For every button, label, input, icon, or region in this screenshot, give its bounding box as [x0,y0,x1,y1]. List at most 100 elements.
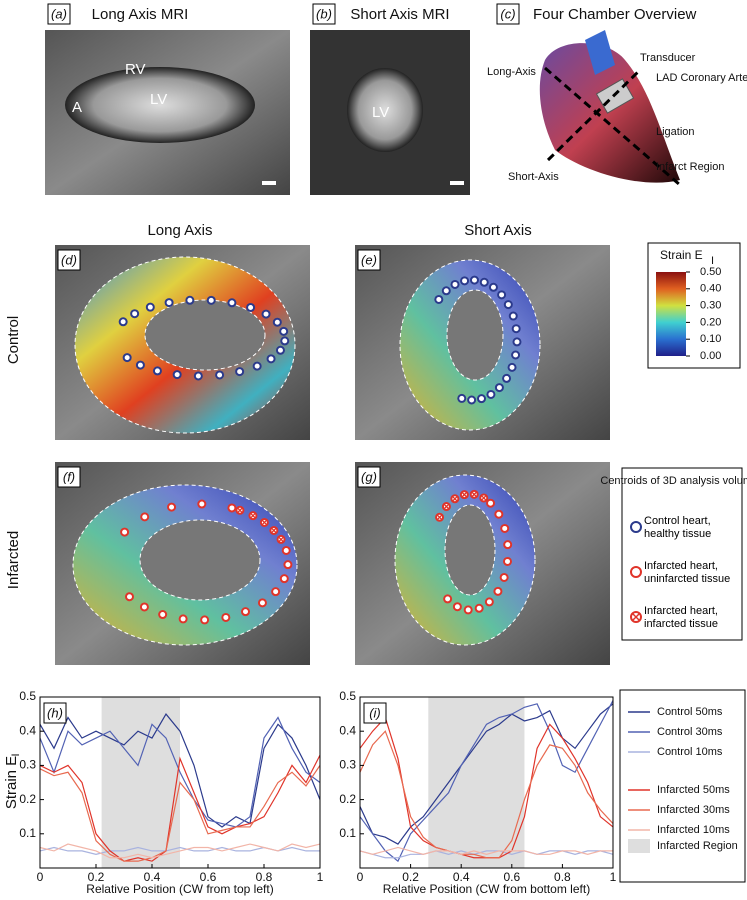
centroid-marker [215,370,225,380]
x-axis-label: Relative Position (CW from bottom left) [383,882,590,896]
y-axis-label-sub: I [10,753,22,756]
panel-c: (c) Four Chamber Overview Transducer Lon… [487,3,747,187]
colorbar-scale [656,272,686,356]
legend-list: Control heart, healthy tissue Infarcted … [644,515,742,635]
series-line [39,765,321,862]
centroid-marker [185,295,195,305]
centroid-marker [494,509,504,519]
centroid-marker [167,502,177,512]
column-header: Short Axis [464,222,532,239]
centroid-marker [122,353,132,363]
series-line [39,713,321,828]
centroid-cross [250,512,256,519]
centroid-marker [460,276,470,286]
x-tick-label: 0.4 [453,870,470,884]
centroid-marker [452,602,462,612]
centroid-marker [145,302,155,312]
legend-label: Infarcted 50ms [657,784,730,796]
scale-bar [450,181,464,185]
centroid-marker [497,290,507,300]
x-tick-label: 0 [357,870,364,884]
colorbar-subscript: I [711,255,714,267]
heart-drawing [539,43,680,183]
legend-label: Infarcted 30ms [657,804,730,816]
centroid-marker [124,592,134,602]
series-line [39,843,321,859]
y-axis-label: Strain E [3,756,20,809]
legend-label: Infarcted 10ms [657,824,730,836]
centroid-marker [508,311,518,321]
x-tick-label: 1 [610,870,617,884]
marker-legend: Centroids of 3D analysis volumes Control… [600,467,747,641]
centroid-marker [479,277,489,287]
lumen [446,289,504,381]
x-tick-label: 0 [37,870,44,884]
legend-label: Control 50ms [657,706,723,718]
legend-label: Infarcted Region [657,840,738,852]
lumen [139,519,261,601]
panel-label: (b) [316,6,332,21]
series-line [39,754,321,862]
centroid-marker [477,394,487,404]
centroid-cross [278,536,285,543]
colorbar-tick-label: 0.30 [700,300,721,312]
centroid-marker [474,603,484,613]
y-tick-label: 0.2 [339,792,356,806]
annotation: Short-Axis [508,171,559,183]
y-tick-label: 0.5 [19,689,36,703]
panel-title: Long Axis MRI [92,6,189,23]
centroid-marker [503,300,513,310]
centroid-cross [261,519,268,526]
centroid-marker [488,282,498,292]
centroid-marker [503,540,513,550]
centroid-marker [486,498,496,508]
colorbar-title: Strain E [660,248,703,262]
panel-label: (i) [369,705,381,720]
image-label: LV [372,104,389,121]
colorbar-tick-label: 0.10 [700,333,721,345]
row-header: Control [5,316,22,364]
legend-entry: Control heart, healthy tissue [644,515,712,540]
centroid-marker [221,612,231,622]
centroid-cross [480,494,487,501]
panel-label-box [357,249,381,271]
centroid-marker [281,545,291,555]
centroid-marker [512,337,522,347]
centroid-marker [252,361,262,371]
panel-label: (c) [500,6,515,21]
panel-label: (a) [51,6,67,21]
x-tick-label: 1 [317,870,324,884]
centroid-marker [227,503,237,513]
annotation: Long-Axis [487,66,536,78]
y-tick-label: 0.3 [339,758,356,772]
panel-label-box [496,3,520,25]
centroid-marker [441,286,451,296]
panel-e: (e) [355,245,610,440]
panel-g: (g) [355,462,610,665]
x-tick-label: 0.6 [200,870,217,884]
centroid-marker [227,298,237,308]
legend-title: Centroids of 3D analysis volumes [600,475,747,487]
centroid-marker [120,527,130,537]
series-line [39,716,321,828]
centroid-marker [499,572,509,582]
panel-title: Short Axis MRI [350,6,449,23]
row-header: Infarcted [5,531,22,589]
lumen [444,504,496,596]
vessel [585,30,615,75]
column-header: Long Axis [147,222,212,239]
panel-label-box [363,702,387,724]
centroid-marker [118,317,128,327]
legend-box [621,467,743,641]
legend-entry: Infarcted heart, infarcted tissue [644,605,718,630]
centroid-marker [271,587,281,597]
series-line [359,700,614,863]
short-axis-line [546,68,642,162]
image-label: RV [125,61,146,78]
legend-title-text: Centroids of 3D analysis volumes [600,475,747,487]
centroid-marker [178,614,188,624]
centroid-marker [500,523,510,533]
centroid-cross [236,507,243,514]
y-tick-label: 0.1 [339,826,356,840]
